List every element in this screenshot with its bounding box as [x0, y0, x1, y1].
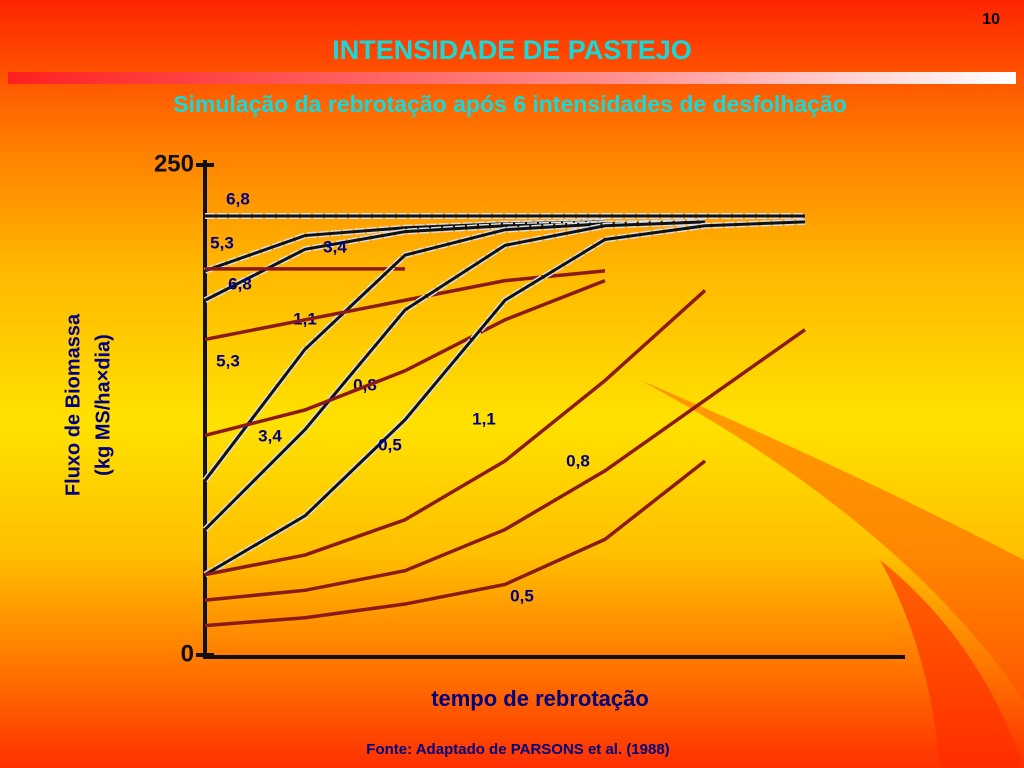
decoration: [640, 380, 1024, 700]
y-tick-label: 250: [154, 150, 194, 177]
series-line: [204, 289, 707, 577]
chart-title: INTENSIDADE DE PASTEJO: [332, 35, 692, 65]
series-label: 3,4: [258, 426, 282, 445]
series-label: 0,8: [566, 451, 590, 470]
series-line: [203, 220, 706, 531]
source-note: Fonte: Adaptado de PARSONS et al. (1988): [366, 741, 669, 758]
series-line: [204, 459, 707, 628]
series-line: [204, 220, 606, 273]
y-axis-label: Fluxo de Biomassa: [62, 313, 84, 496]
series-label: 5,3: [216, 351, 240, 370]
series-line: [204, 279, 606, 438]
y-tick-label: 0: [181, 640, 194, 667]
title-band: [8, 72, 1016, 84]
page-number: 10: [982, 11, 1000, 28]
series-label: 3,4: [323, 237, 347, 256]
series-label: 6,8: [226, 189, 250, 208]
x-axis-label: tempo de rebrotação: [431, 686, 649, 711]
series-label: 1,1: [472, 409, 496, 428]
series-label: 0,5: [510, 586, 534, 605]
decoration: [880, 560, 1024, 768]
series-label: 5,3: [210, 233, 234, 252]
series-label: 6,8: [228, 274, 252, 293]
series-line: [204, 328, 807, 602]
series-label: 0,5: [378, 435, 402, 454]
series-line: [204, 220, 806, 576]
chart-subtitle: Simulação da rebrotação após 6 intensida…: [173, 91, 847, 117]
y-axis-label: (kg MS/ha×dia): [92, 334, 114, 476]
